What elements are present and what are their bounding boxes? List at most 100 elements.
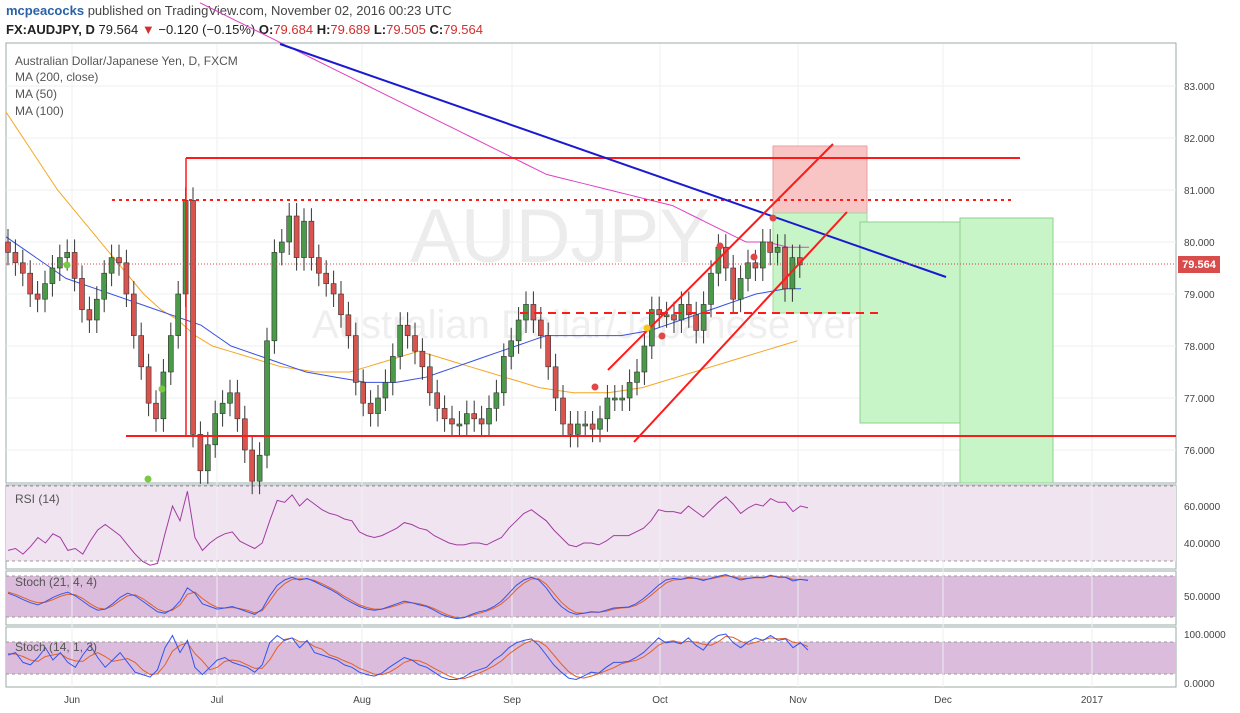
candle-body <box>508 340 515 357</box>
high-value: 79.689 <box>330 22 371 37</box>
candle-body <box>560 397 566 425</box>
signal-dot <box>716 242 724 250</box>
candle-body <box>301 220 307 258</box>
symbol-label: FX:AUDJPY, D <box>6 22 95 37</box>
candle-body <box>545 335 552 368</box>
candle-body <box>131 293 137 336</box>
stoch2-d-line <box>7 635 809 680</box>
candle-body <box>567 423 574 435</box>
candle-body <box>101 272 107 300</box>
rsi-tick-60: 60.0000 <box>1184 502 1221 513</box>
stoch2-k-line <box>7 633 809 681</box>
stoch2-label[interactable]: Stoch (14, 1, 3) <box>15 640 97 654</box>
candle-body <box>242 418 248 451</box>
candle-body <box>671 314 677 321</box>
last-price-tag-text: 79.564 <box>1182 259 1217 271</box>
legend-ma100[interactable]: MA (100) <box>15 104 64 118</box>
last-price-tag <box>1178 256 1220 273</box>
price-tick-label: 82.000 <box>1184 134 1215 145</box>
price-tick-label: 76.000 <box>1184 446 1215 457</box>
candle-body <box>441 408 448 420</box>
candle-body <box>249 449 255 482</box>
candle-body <box>752 262 759 269</box>
candle-body <box>49 267 56 284</box>
time-tick-label: Dec <box>934 695 952 706</box>
candle-body <box>589 423 596 430</box>
candle-body <box>338 293 344 316</box>
time-tick-label: Oct <box>652 695 668 706</box>
candle-body <box>397 324 404 357</box>
candle-body <box>404 324 411 336</box>
legend-ma50[interactable]: MA (50) <box>15 87 57 101</box>
candle-body <box>463 413 470 425</box>
candle-body <box>552 366 559 399</box>
downtrend-line[interactable] <box>279 43 947 278</box>
time-x-axis: Jun Jul Aug Sep Oct Nov Dec 2017 <box>64 695 1104 706</box>
candle-body <box>619 397 626 401</box>
ma100-line <box>5 236 801 383</box>
legend-ma200[interactable]: MA (200, close) <box>15 70 98 84</box>
candle-body <box>286 215 293 243</box>
candle-body <box>71 252 78 279</box>
rsi-label[interactable]: RSI (14) <box>15 492 60 506</box>
candle-body <box>12 252 19 264</box>
price-tick-label: 81.000 <box>1184 186 1215 197</box>
stoch1-k-line <box>7 574 809 620</box>
candle-body <box>219 402 226 414</box>
candle-body <box>722 246 729 269</box>
candle-body <box>271 252 278 342</box>
rsi-band <box>6 486 1176 561</box>
author-link[interactable]: mcpeacocks <box>6 3 85 18</box>
candle-body <box>175 293 181 336</box>
candle-body <box>375 397 381 414</box>
stoch2-tick-0: 0.0000 <box>1184 679 1215 690</box>
channel-lower[interactable] <box>633 211 848 443</box>
candle-body <box>515 319 522 342</box>
candle-body <box>389 356 396 383</box>
stoch1-d-line <box>7 575 809 619</box>
stoch1-band <box>6 576 1176 617</box>
candle-body <box>138 335 144 368</box>
signal-dot <box>158 385 166 393</box>
stoch2-tick-100: 100.0000 <box>1184 630 1226 641</box>
signal-dot <box>643 324 651 332</box>
candle-body <box>574 423 581 435</box>
high-label: H: <box>316 22 331 37</box>
candle-body <box>94 298 100 321</box>
rsi-series <box>7 491 809 566</box>
candle-body <box>434 392 441 409</box>
candle-body <box>500 356 507 394</box>
candle-body <box>493 392 500 409</box>
channel-upper[interactable] <box>607 143 834 371</box>
candle-body <box>449 418 455 425</box>
stoch1-label[interactable]: Stoch (21, 4, 4) <box>15 575 97 589</box>
change-value: −0.120 (−0.15%) <box>158 22 256 37</box>
candle-body <box>205 444 211 472</box>
candle-body <box>153 402 159 420</box>
last-price: 79.564 <box>98 22 139 37</box>
legend-title[interactable]: Australian Dollar/Japanese Yen, D, FXCM <box>15 54 238 68</box>
rsi-line <box>7 491 809 566</box>
candle-body <box>264 340 270 456</box>
candle-body <box>116 257 122 264</box>
reward-box-long[interactable] <box>959 217 1054 484</box>
candle-body <box>108 257 115 274</box>
low-label: L: <box>373 22 387 37</box>
candle-body <box>256 454 263 482</box>
candle-body <box>123 262 130 295</box>
candle-body <box>486 408 492 425</box>
candle-body <box>382 382 389 399</box>
candle-body <box>626 382 633 399</box>
candle-body <box>478 418 485 425</box>
candle-body <box>426 366 433 394</box>
reward-box-mid[interactable] <box>859 221 961 424</box>
candle-body <box>708 272 714 305</box>
price-tick-label: 77.000 <box>1184 394 1215 405</box>
time-tick-label: 2017 <box>1081 695 1104 706</box>
candle-body <box>64 252 70 258</box>
candle-body <box>693 314 700 331</box>
candle-body <box>471 413 478 420</box>
candle-body <box>782 246 788 290</box>
close-value: 79.564 <box>443 22 483 37</box>
